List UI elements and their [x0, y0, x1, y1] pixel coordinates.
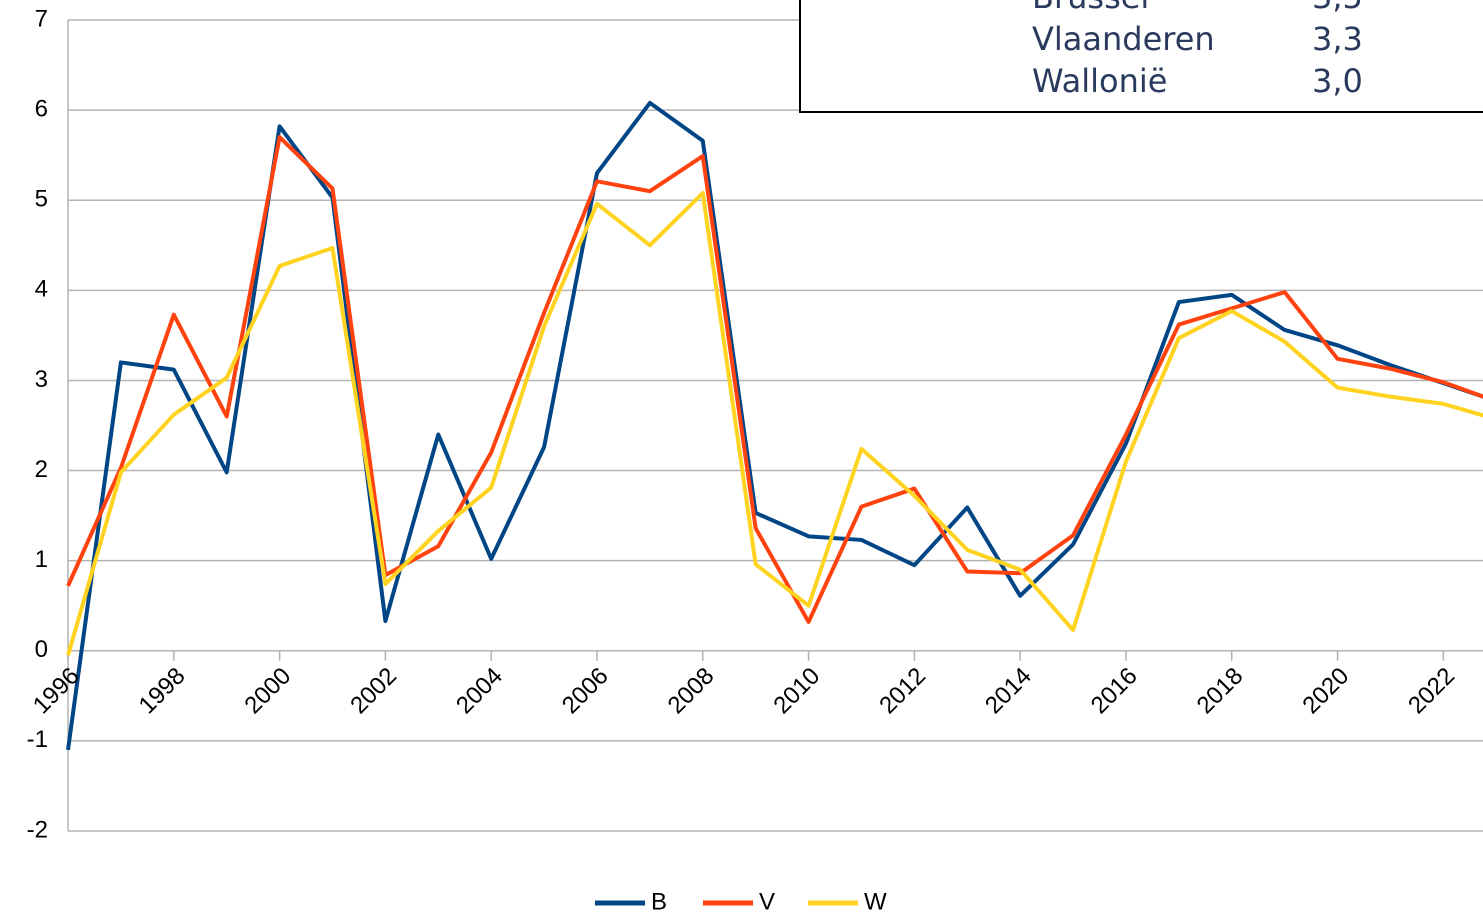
x-tick-label: 1998 — [134, 662, 191, 719]
x-tick-label: 2002 — [345, 662, 402, 719]
x-tick-label: 2016 — [1086, 662, 1143, 719]
y-tick-label: 5 — [35, 186, 48, 213]
legend-label: W — [864, 888, 887, 915]
inset-value: 3,0 — [1312, 62, 1363, 100]
inset-table: Brussel 3,5 Vlaanderen 3,3 Wallonië 3,0 — [1032, 0, 1363, 100]
y-tick-label: 1 — [35, 546, 48, 573]
x-tick-label: 2012 — [874, 662, 931, 719]
y-tick-label: 4 — [35, 276, 48, 303]
y-tick-label: 0 — [35, 636, 48, 663]
legend-label: V — [759, 888, 775, 915]
x-tick-label: 2008 — [663, 662, 720, 719]
x-tick-label: 2014 — [980, 662, 1037, 719]
x-tick-label: 2022 — [1403, 662, 1460, 719]
legend-label: B — [651, 888, 667, 915]
inset-region: Wallonië — [1032, 62, 1167, 100]
y-tick-label: -1 — [27, 726, 48, 753]
y-tick-label: 3 — [35, 366, 48, 393]
x-tick-label: 2020 — [1297, 662, 1354, 719]
inset-value: 3,3 — [1312, 20, 1363, 58]
y-tick-label: 6 — [35, 95, 48, 122]
x-tick-label: 2010 — [768, 662, 825, 719]
inset-value: 3,5 — [1312, 0, 1363, 16]
x-tick-label: 2018 — [1192, 662, 1249, 719]
plot-area — [66, 100, 1483, 751]
series-line — [66, 135, 1483, 624]
x-tick-label: 2000 — [239, 662, 296, 719]
inset-region: Vlaanderen — [1032, 20, 1215, 58]
x-tick-label: 2004 — [451, 662, 508, 719]
inset-box — [799, 0, 1483, 113]
y-tick-label: 2 — [35, 456, 48, 483]
y-tick-label: -2 — [27, 816, 48, 843]
series-line — [66, 191, 1483, 656]
inset-region: Brussel — [1032, 0, 1149, 16]
x-tick-label: 2006 — [557, 662, 614, 719]
y-tick-label: 7 — [35, 5, 48, 32]
